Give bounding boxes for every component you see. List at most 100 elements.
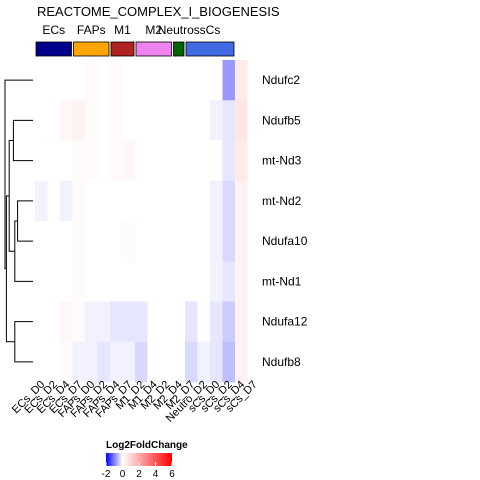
heatmap-cell xyxy=(60,341,73,383)
group-bar-ecs xyxy=(35,41,72,57)
heatmap-cell xyxy=(122,100,136,141)
row-label: mt-Nd3 xyxy=(262,154,302,168)
heatmap-cell xyxy=(85,301,98,343)
heatmap-cell xyxy=(147,301,161,343)
heatmap-cell xyxy=(47,301,61,343)
heatmap-cell xyxy=(122,180,136,222)
heatmap-cell xyxy=(47,140,61,182)
heatmap-cell xyxy=(97,301,111,343)
heatmap-cell xyxy=(72,60,86,101)
heatmap-cell xyxy=(210,140,223,182)
heatmap-cell xyxy=(35,140,48,182)
dendrogram-branch xyxy=(17,200,33,242)
heatmap-cell xyxy=(147,180,161,222)
heatmap-cell xyxy=(222,180,236,222)
group-bar-m2 xyxy=(135,41,172,57)
heatmap-cell xyxy=(60,60,73,101)
heatmap-cell xyxy=(85,341,98,383)
heatmap-cell xyxy=(110,100,123,141)
heatmap-cell xyxy=(97,221,111,262)
heatmap-cell xyxy=(210,60,223,101)
heatmap-cell xyxy=(47,261,61,302)
dendrogram-branch xyxy=(4,79,33,270)
heatmap-cell xyxy=(85,180,98,222)
heatmap-cell xyxy=(35,301,48,343)
heatmap-cell xyxy=(135,261,148,302)
heatmap-cell xyxy=(35,221,48,262)
heatmap-cell xyxy=(47,60,61,101)
heatmap-cell xyxy=(172,100,186,141)
heatmap-cell xyxy=(60,180,73,222)
legend-title: Log2FoldChange xyxy=(106,440,188,451)
heatmap-cell xyxy=(185,100,198,141)
row-label: mt-Nd1 xyxy=(262,274,302,288)
legend-tick-label: 0 xyxy=(120,469,126,480)
heatmap-cell xyxy=(85,140,98,182)
heatmap-cell xyxy=(97,261,111,302)
heatmap-cell xyxy=(210,180,223,222)
heatmap-cell xyxy=(135,60,148,101)
heatmap-cell xyxy=(122,140,136,182)
heatmap-cell xyxy=(247,180,261,222)
group-label: ECs xyxy=(42,23,65,37)
group-label: M2 xyxy=(145,23,162,37)
dendrogram-branch xyxy=(5,195,15,343)
heatmap-cell xyxy=(197,180,211,222)
heatmap-cell xyxy=(135,100,148,141)
heatmap-cell xyxy=(147,60,161,101)
heatmap-cell xyxy=(197,341,211,383)
color-legend: Log2FoldChange -2 0 2 4 6 xyxy=(102,440,189,480)
legend-tick-label: 2 xyxy=(136,469,142,480)
heatmap-cell xyxy=(185,140,198,182)
dendrogram-branch xyxy=(8,140,15,252)
group-bar-scs xyxy=(185,41,235,57)
heatmap-cell xyxy=(185,261,198,302)
heatmap-cell xyxy=(222,60,236,101)
column-labels: ECs_D0ECs_D2ECs_D4ECs_D7FAPs_D0FAPs_D2FA… xyxy=(10,379,260,425)
legend-tick-label: -2 xyxy=(102,469,111,480)
heatmap-cell xyxy=(135,180,148,222)
heatmap-cell xyxy=(247,301,261,343)
heatmap-cell xyxy=(72,180,86,222)
heatmap-cell xyxy=(135,140,148,182)
heatmap-cell xyxy=(210,261,223,302)
heatmap-cell xyxy=(172,140,186,182)
heatmap-cells xyxy=(35,60,261,383)
heatmap-cell xyxy=(160,341,173,383)
heatmap-cell xyxy=(47,221,61,262)
heatmap-cell xyxy=(72,301,86,343)
group-label: FAPs xyxy=(77,23,106,37)
legend-ticks: -2 0 2 4 6 xyxy=(102,462,175,480)
heatmap-cell xyxy=(247,221,261,262)
heatmap-cell xyxy=(222,301,236,343)
heatmap-cell xyxy=(97,100,111,141)
group-bar-m1 xyxy=(110,41,135,57)
heatmap-cell xyxy=(235,341,248,383)
heatmap-cell xyxy=(247,261,261,302)
heatmap-cell xyxy=(210,341,223,383)
heatmap-cell xyxy=(122,60,136,101)
heatmap-cell xyxy=(197,301,211,343)
heatmap-cell xyxy=(222,100,236,141)
heatmap-cell xyxy=(160,140,173,182)
heatmap-cell xyxy=(235,261,248,302)
heatmap-cell xyxy=(60,221,73,262)
heatmap-cell xyxy=(172,341,186,383)
heatmap-cell xyxy=(47,341,61,383)
heatmap-cell xyxy=(122,221,136,262)
heatmap-cell xyxy=(72,341,86,383)
heatmap-cell xyxy=(110,341,123,383)
row-label: Ndufa12 xyxy=(262,315,308,329)
heatmap-cell xyxy=(172,180,186,222)
heatmap-cell xyxy=(110,221,123,262)
heatmap-cell xyxy=(72,100,86,141)
heatmap-cell xyxy=(122,301,136,343)
row-label: Ndufc2 xyxy=(262,73,300,87)
legend-tick-label: 6 xyxy=(169,469,175,480)
heatmap-cell xyxy=(85,221,98,262)
dendrogram-branch xyxy=(12,119,33,162)
heatmap-cell xyxy=(247,60,261,101)
heatmap-cell xyxy=(72,261,86,302)
heatmap-cell xyxy=(60,100,73,141)
heatmap-cell xyxy=(160,261,173,302)
